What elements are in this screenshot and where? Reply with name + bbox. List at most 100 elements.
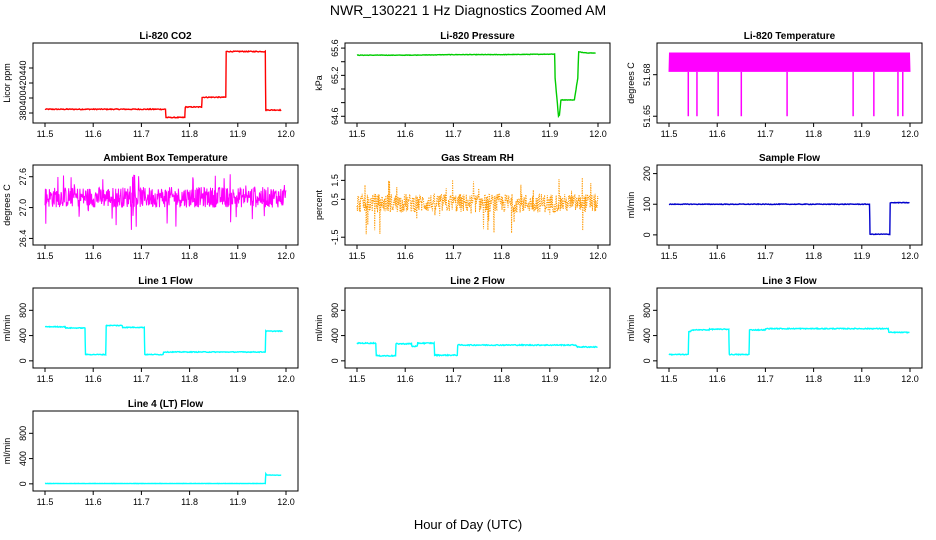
x-tick-label: 11.6 <box>397 129 414 139</box>
data-series <box>668 201 910 236</box>
x-tick-label: 11.5 <box>37 497 54 507</box>
panel-title: Li-820 Pressure <box>440 31 515 42</box>
series-line <box>44 49 282 119</box>
panel-title: Li-820 Temperature <box>744 31 836 42</box>
x-tick-label: 11.7 <box>757 129 774 139</box>
y-axis-label: kPa <box>314 75 324 91</box>
x-tick-label: 11.8 <box>493 374 510 384</box>
x-tick-label: 11.5 <box>37 374 54 384</box>
y-axis-label: ml/min <box>626 192 636 219</box>
x-tick-label: 11.7 <box>445 374 462 384</box>
series-line <box>668 52 911 72</box>
plot-frame <box>344 42 611 124</box>
plot-frame <box>344 287 611 369</box>
panel-2: Li-820 Pressure 11.5 11.6 11.7 11.8 11.9 12.0 6… <box>314 31 611 139</box>
y-tick-label: 27.0 <box>18 199 28 217</box>
y-tick-label: 400 <box>18 451 28 466</box>
x-tick-label: 11.7 <box>445 251 462 261</box>
x-tick-label: 11.5 <box>37 129 54 139</box>
plot-frame <box>32 164 299 246</box>
panel-title: Line 2 Flow <box>450 276 505 287</box>
y-axis-label: Licor ppm <box>2 63 12 103</box>
y-tick-label: 100 <box>642 197 652 212</box>
y-tick-label: 0.5 <box>330 193 340 206</box>
x-tick-label: 11.8 <box>181 374 198 384</box>
y-axis-label: degrees C <box>626 62 636 104</box>
x-tick-label: 11.8 <box>493 129 510 139</box>
plot-frame <box>656 287 923 369</box>
x-tick-label: 11.7 <box>133 129 150 139</box>
x-tick-label: 12.0 <box>277 129 295 139</box>
y-axis-label: percent <box>314 189 324 220</box>
x-tick-label: 11.9 <box>853 251 870 261</box>
y-tick-label: 400 <box>642 328 652 343</box>
panel-title: Line 1 Flow <box>138 276 193 287</box>
y-tick-label: 380 <box>18 105 28 120</box>
x-tick-label: 11.9 <box>541 251 558 261</box>
panel-4: Ambient Box Temperature 11.5 11.6 11.7 11.8 1… <box>2 153 299 261</box>
x-tick-label: 11.6 <box>709 374 726 384</box>
x-tick-label: 11.8 <box>805 251 822 261</box>
data-series <box>356 50 596 119</box>
x-tick-label: 11.6 <box>85 251 102 261</box>
x-tick-label: 11.8 <box>181 129 198 139</box>
x-tick-label: 11.7 <box>757 374 774 384</box>
y-tick-label: 65.2 <box>330 67 340 85</box>
x-tick-label: 12.0 <box>277 497 295 507</box>
x-tick-label: 11.5 <box>37 251 54 261</box>
y-tick-label: 27.6 <box>18 168 28 186</box>
x-tick-label: 11.7 <box>133 497 150 507</box>
series-line <box>668 327 910 356</box>
panel-title: Sample Flow <box>759 153 820 164</box>
y-tick-label: 0 <box>18 481 28 486</box>
y-tick-label: 800 <box>642 303 652 318</box>
x-tick-label: 11.9 <box>541 129 558 139</box>
data-series <box>44 471 282 485</box>
panel-title: Ambient Box Temperature <box>103 153 228 164</box>
data-series <box>44 49 282 119</box>
y-tick-label: 400 <box>330 328 340 343</box>
x-tick-label: 12.0 <box>901 129 919 139</box>
x-tick-label: 11.9 <box>853 129 870 139</box>
data-series <box>44 324 283 357</box>
y-tick-label: 440 <box>18 60 28 75</box>
x-tick-label: 11.8 <box>805 129 822 139</box>
panel-title: Gas Stream RH <box>441 153 514 164</box>
figure-title: NWR_130221 1 Hz Diagnostics Zoomed AM <box>329 2 607 18</box>
y-axis-label: ml/min <box>2 315 12 342</box>
x-tick-label: 11.5 <box>349 251 366 261</box>
panel-8: Line 2 Flow 11.5 11.6 11.7 11.8 11.9 12.0 0 400 8… <box>314 276 611 384</box>
x-tick-label: 11.9 <box>229 374 246 384</box>
plot-frame <box>656 42 923 124</box>
y-tick-label: 400 <box>18 328 28 343</box>
y-tick-label: 0 <box>330 358 340 363</box>
x-tick-label: 11.6 <box>709 129 726 139</box>
x-tick-label: 12.0 <box>589 251 607 261</box>
x-tick-label: 11.6 <box>397 251 414 261</box>
series-line <box>356 177 599 235</box>
x-tick-label: 11.5 <box>349 374 366 384</box>
y-tick-label: 26.4 <box>18 230 28 248</box>
series-line <box>356 341 598 358</box>
y-tick-label: 65.6 <box>330 39 340 57</box>
y-tick-label: 0 <box>642 232 652 237</box>
x-tick-label: 12.0 <box>589 374 607 384</box>
panel-3: Li-820 Temperature 11.5 11.6 11.7 11.8 11.9 12… <box>626 31 923 139</box>
x-tick-label: 12.0 <box>901 374 919 384</box>
data-series <box>356 341 598 358</box>
x-tick-label: 11.7 <box>757 251 774 261</box>
x-tick-label: 11.9 <box>229 251 246 261</box>
data-series <box>356 177 599 235</box>
panel-10: Line 4 (LT) Flow 11.5 11.6 11.7 11.8 11.9 12.0… <box>2 399 299 507</box>
y-tick-label: 420 <box>18 75 28 90</box>
data-series <box>668 52 911 117</box>
x-tick-label: 11.9 <box>541 374 558 384</box>
y-tick-label: 200 <box>642 166 652 181</box>
series-line <box>44 174 287 230</box>
panel-title: Line 4 (LT) Flow <box>128 399 204 410</box>
x-tick-label: 12.0 <box>277 251 295 261</box>
x-tick-label: 11.7 <box>133 374 150 384</box>
x-tick-label: 11.6 <box>85 497 102 507</box>
panel-5: Gas Stream RH 11.5 11.6 11.7 11.8 11.9 12.0 -1.… <box>314 153 611 261</box>
